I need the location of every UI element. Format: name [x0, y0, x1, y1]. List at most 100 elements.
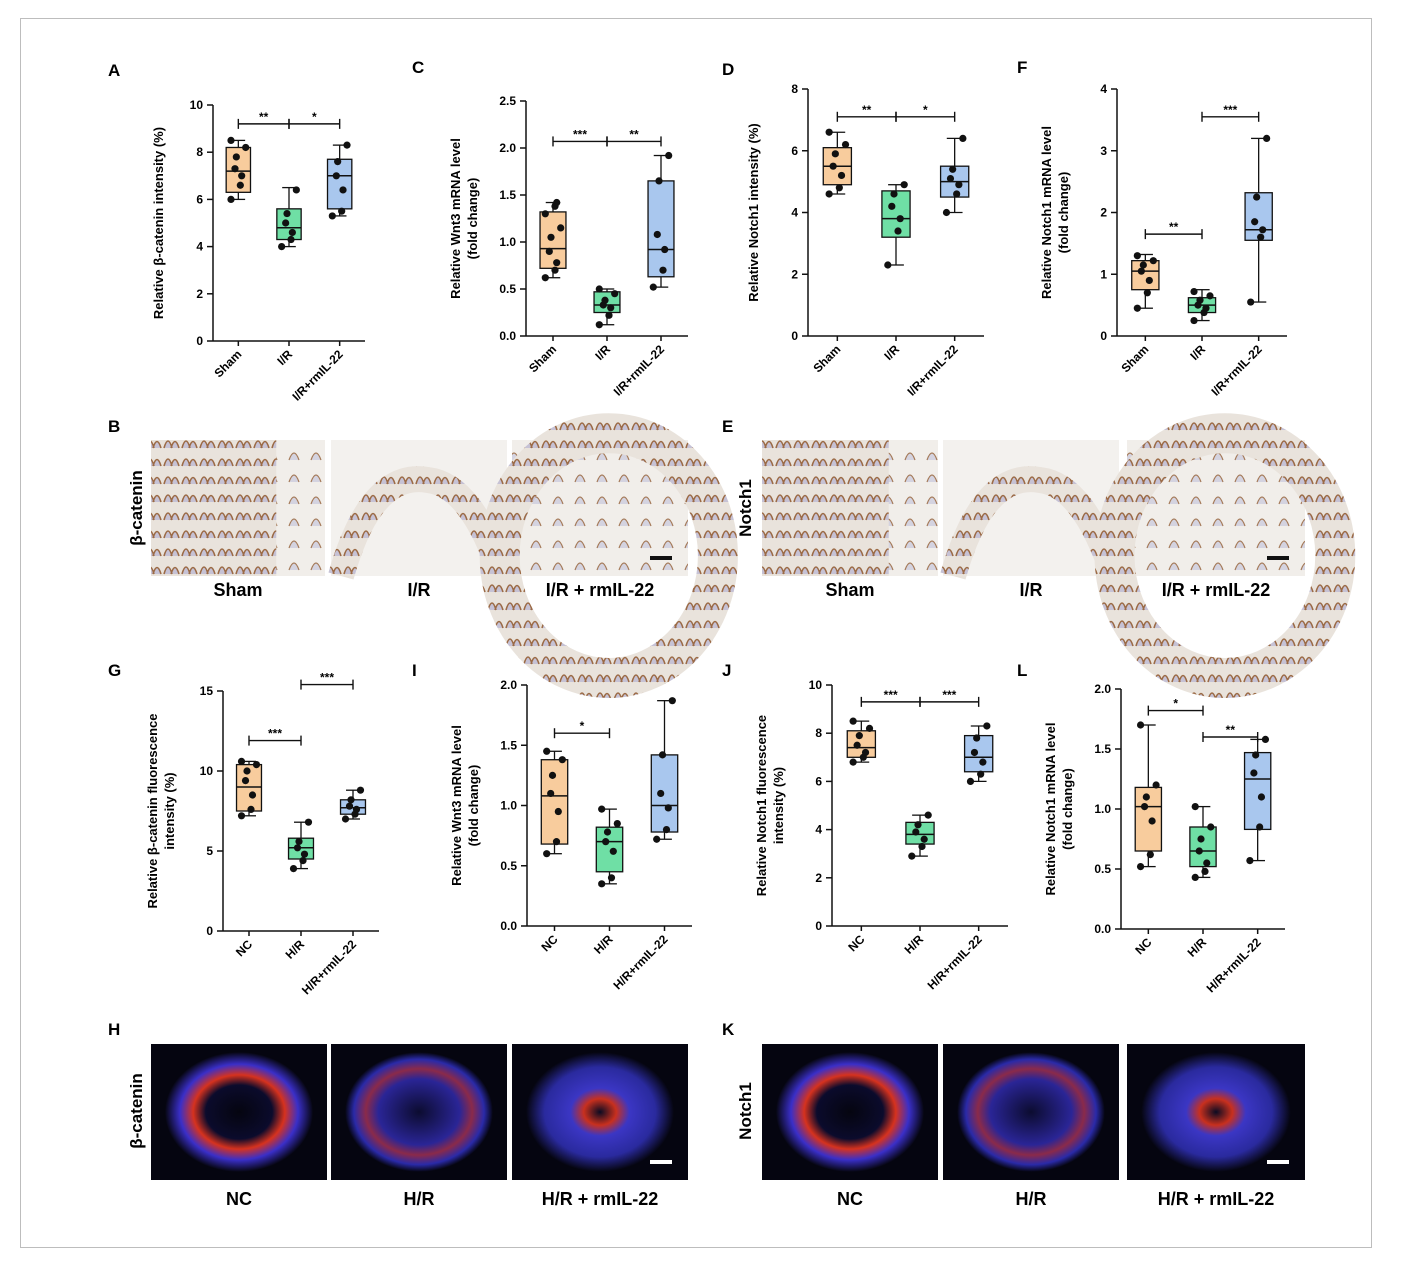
micrograph-panel: H/R: [943, 1044, 1119, 1209]
organoid: [526, 1052, 674, 1172]
box-H/R: [1189, 803, 1217, 882]
y-tick-label: 0: [815, 919, 822, 933]
box-H/R: [287, 818, 315, 873]
x-tick-label: I/R+rmIL-22: [289, 347, 346, 404]
data-point: [946, 174, 955, 183]
y-axis-label: Relative Wnt3 mRNA level (fold change): [448, 138, 480, 299]
data-point: [1191, 803, 1199, 811]
data-point: [1140, 803, 1149, 811]
significance-bracket: **: [836, 103, 897, 122]
x-tick-label: Sham: [1118, 342, 1151, 375]
data-point: [338, 207, 346, 215]
x-tick-label: H/R: [283, 937, 308, 962]
data-point: [243, 767, 251, 775]
x-tick-label: H/R+rmIL-22: [925, 932, 985, 992]
data-point: [1202, 304, 1210, 312]
significance-label: *: [580, 719, 585, 733]
micrograph-panel: NC: [762, 1044, 938, 1209]
x-tick-label: H/R+rmIL-22: [1204, 935, 1264, 995]
significance-bracket: ***: [860, 688, 921, 707]
data-point: [1253, 193, 1261, 201]
significance-label: ***: [1223, 103, 1237, 117]
box-I/R+rmIL-22: [1244, 134, 1273, 306]
data-point: [849, 717, 857, 725]
data-point: [1136, 863, 1145, 871]
data-point: [299, 857, 307, 865]
micrograph-panel: I/R + rmIL-22: [1094, 413, 1356, 698]
data-point: [613, 819, 621, 828]
data-point: [347, 796, 355, 804]
data-point: [1203, 859, 1211, 867]
y-tick-label: 4: [1100, 82, 1107, 96]
y-tick-label: 6: [196, 192, 203, 206]
data-point: [541, 274, 549, 282]
box-H/R+rmIL-22: [339, 786, 367, 823]
data-point: [918, 842, 926, 851]
box-H/R+rmIL-22: [963, 722, 994, 786]
data-point: [837, 171, 846, 180]
micrograph-caption: I/R + rmIL-22: [1162, 580, 1271, 600]
micrograph-panel: I/R: [328, 440, 515, 600]
tissue-region: [479, 413, 738, 698]
data-point: [973, 734, 981, 742]
micrograph-panel: I/R + rmIL-22: [479, 413, 738, 698]
data-point: [653, 835, 661, 843]
data-point: [345, 802, 354, 810]
data-point: [552, 838, 561, 846]
data-point: [232, 153, 240, 161]
data-point: [894, 227, 902, 235]
y-tick-label: 6: [815, 774, 822, 788]
panel-letter-C: C: [412, 58, 424, 77]
y-tick-label: 15: [200, 684, 214, 698]
significance-label: ***: [942, 688, 956, 702]
panel-letter-J: J: [722, 661, 731, 680]
micrograph-row-B: Bβ-catenin Sham I/R I/R + rmIL-22: [108, 413, 738, 698]
data-point: [661, 245, 669, 254]
y-tick-label: 0.5: [499, 282, 516, 296]
data-point: [896, 215, 904, 223]
significance-label: ***: [884, 688, 898, 702]
micrograph-caption: H/R + rmIL-22: [1158, 1189, 1275, 1209]
box-H/R+rmIL-22: [1243, 735, 1272, 865]
x-tick-label: Sham: [810, 342, 843, 375]
data-point: [1148, 817, 1156, 825]
x-tick-label: NC: [845, 932, 867, 954]
x-tick-label: I/R: [274, 347, 295, 368]
y-tick-label: 0.0: [499, 329, 516, 343]
chart-I: I 0.0 0.5 1.0 1.5 2.0 Relative Wnt3 mRNA level…: [412, 661, 692, 992]
data-point: [1252, 751, 1260, 759]
box-H/R+rmIL-22: [650, 697, 679, 843]
box-I/R+rmIL-22: [326, 141, 353, 220]
box-Sham: [822, 128, 853, 198]
data-point: [541, 210, 549, 218]
micrograph-caption: H/R: [404, 1189, 435, 1209]
box-H/R: [595, 805, 624, 888]
data-point: [1256, 823, 1264, 831]
data-point: [658, 751, 667, 759]
data-point: [300, 850, 309, 858]
chart-L: L 0.0 0.5 1.0 1.5 2.0 Relative Notch1 mRNA lev…: [1017, 661, 1285, 995]
significance-bracket: *: [288, 110, 341, 129]
box-H/R: [905, 811, 935, 860]
data-point: [238, 172, 246, 180]
data-point: [1152, 781, 1160, 789]
x-tick-label: Sham: [526, 342, 559, 375]
y-tick-label: 0: [206, 924, 213, 938]
box-Sham: [1131, 252, 1160, 312]
box-NC: [540, 747, 569, 858]
data-point: [1133, 252, 1141, 260]
significance-label: ***: [268, 727, 282, 741]
data-point: [252, 761, 261, 769]
data-point: [890, 190, 898, 198]
y-axis-label: Relative Wnt3 mRNA level (fold change): [449, 725, 481, 886]
data-point: [548, 771, 557, 779]
data-point: [237, 757, 246, 766]
significance-label: *: [1173, 697, 1178, 711]
data-point: [241, 777, 250, 785]
data-point: [607, 874, 616, 882]
organoid: [345, 1052, 493, 1172]
data-point: [1261, 735, 1270, 744]
x-tick-label: Sham: [211, 347, 244, 380]
y-tick-label: 1.5: [500, 738, 517, 752]
micrograph-caption: Sham: [825, 580, 874, 600]
